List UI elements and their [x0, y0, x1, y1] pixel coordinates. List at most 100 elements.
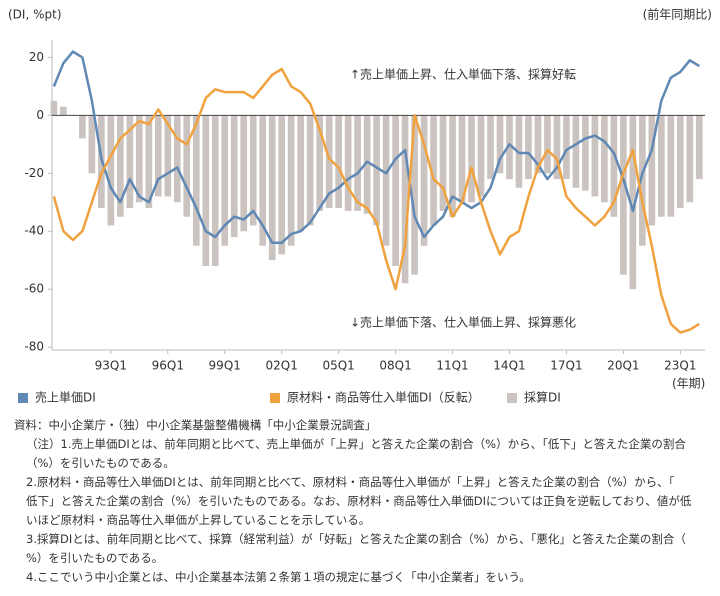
x-tick-label: 23Q1	[664, 359, 696, 373]
legend-swatch	[18, 393, 28, 403]
annotation: ↑売上単価上昇、仕入単価下落、採算好転	[350, 67, 576, 82]
bar	[173, 115, 181, 203]
bar	[667, 115, 675, 217]
bar	[306, 115, 314, 226]
line	[52, 50, 700, 245]
bar	[60, 106, 67, 116]
y-tick-label: -40	[24, 224, 44, 238]
bar	[658, 115, 665, 217]
annotation: ↓売上単価下落、仕入単価上昇、採算悪化	[350, 315, 576, 330]
y-tick-label: 20	[29, 50, 44, 64]
bar	[468, 115, 475, 203]
bar	[620, 115, 627, 275]
bar	[117, 115, 124, 217]
legend-label: 原材料・商品等仕入単価DI（反転）	[287, 390, 480, 405]
bar	[126, 115, 134, 209]
bar	[458, 115, 466, 203]
bar	[411, 115, 418, 275]
bar	[240, 115, 248, 232]
bar	[382, 115, 390, 246]
y-axis-label-right: (前年同期比)	[643, 7, 712, 22]
bar	[544, 115, 551, 174]
bar	[392, 115, 399, 266]
bar	[297, 115, 304, 232]
note-line: 3.採算DIとは、前年同期と比べて、採算（経常利益）が「好転」と答えた企業の割合…	[26, 532, 686, 546]
bar	[677, 115, 684, 209]
bar	[534, 115, 542, 174]
bar	[496, 115, 504, 174]
bar	[316, 115, 323, 211]
bar	[639, 115, 646, 246]
bar	[591, 115, 599, 197]
bar	[88, 115, 96, 174]
bar	[686, 115, 694, 203]
x-tick-label: 99Q1	[209, 359, 241, 373]
bar	[287, 115, 295, 246]
x-tick-label: 14Q1	[493, 359, 525, 373]
bar	[230, 115, 238, 238]
chart: (DI, %pt) (前年同期比) (年期) ↑売上単価上昇、仕入単価下落、採算…	[8, 7, 712, 405]
bar	[50, 100, 58, 116]
bar	[249, 115, 257, 226]
bar	[477, 115, 485, 197]
note-line: 低下」と答えた企業の割合（%）を引いたものである。なお、原材料・商品等仕入単価D…	[26, 494, 692, 508]
bar	[211, 115, 219, 266]
bar	[629, 115, 637, 290]
bar	[449, 115, 456, 217]
bar	[344, 115, 352, 211]
bar	[430, 115, 437, 226]
bar	[563, 115, 570, 180]
x-tick-label: 05Q1	[322, 359, 354, 373]
y-axis-label: (DI, %pt)	[8, 8, 62, 22]
x-tick-label: 11Q1	[436, 359, 468, 373]
x-tick-label: 96Q1	[152, 359, 184, 373]
legend-swatch	[270, 393, 280, 403]
bar	[192, 115, 200, 246]
y-tick-label: -20	[24, 166, 44, 180]
bar	[401, 115, 409, 284]
bar	[373, 115, 380, 226]
bar	[601, 115, 608, 203]
bar	[145, 115, 153, 209]
bar	[183, 115, 191, 217]
bar	[221, 115, 229, 246]
bar	[107, 115, 115, 226]
note-line: いほど原材料・商品等仕入単価が上昇していることを示している。	[26, 513, 371, 527]
bar	[506, 115, 513, 180]
bar	[154, 115, 162, 197]
bar	[325, 115, 333, 209]
bar	[202, 115, 210, 266]
x-tick-label: 08Q1	[379, 359, 411, 373]
x-tick-label: 20Q1	[607, 359, 639, 373]
bar	[335, 115, 342, 209]
bar	[553, 115, 561, 180]
bar	[582, 115, 589, 191]
bar	[572, 115, 580, 188]
bar	[135, 115, 143, 203]
bar	[648, 115, 656, 226]
line	[52, 67, 700, 334]
bar	[268, 115, 276, 261]
bar	[487, 115, 494, 180]
bar	[278, 115, 286, 255]
bar	[354, 115, 361, 211]
x-tick-label: 93Q1	[95, 359, 127, 373]
note-line: %）を引いたものである。	[26, 551, 164, 565]
note-line: 資料：中小企業庁・（独）中小企業基盤整備機構「中小企業景況調査」	[14, 418, 377, 432]
x-tick-label: 02Q1	[266, 359, 298, 373]
note-line: 4.ここでいう中小企業とは、中小企業基本法第２条第１項の規定に基づく「中小企業者…	[26, 570, 531, 584]
note-line: 2.原材料・商品等仕入単価DIとは、前年同期と比べて、原材料・商品等仕入単価が「…	[26, 475, 675, 489]
bar	[610, 115, 618, 217]
legend-label: 採算DI	[524, 390, 561, 405]
bar	[164, 115, 172, 197]
bar	[79, 115, 86, 139]
bar	[420, 115, 428, 246]
note-line: （注）1.売上単価DIとは、前年同期と比べて、売上単価が「上昇」と答えた企業の割…	[26, 437, 686, 451]
bar	[363, 115, 371, 214]
y-tick-label: 0	[36, 108, 44, 122]
note-line: （%）を引いたものである。	[26, 456, 175, 470]
y-tick-label: -60	[24, 282, 44, 296]
bar	[439, 115, 447, 211]
legend-swatch	[507, 393, 517, 403]
